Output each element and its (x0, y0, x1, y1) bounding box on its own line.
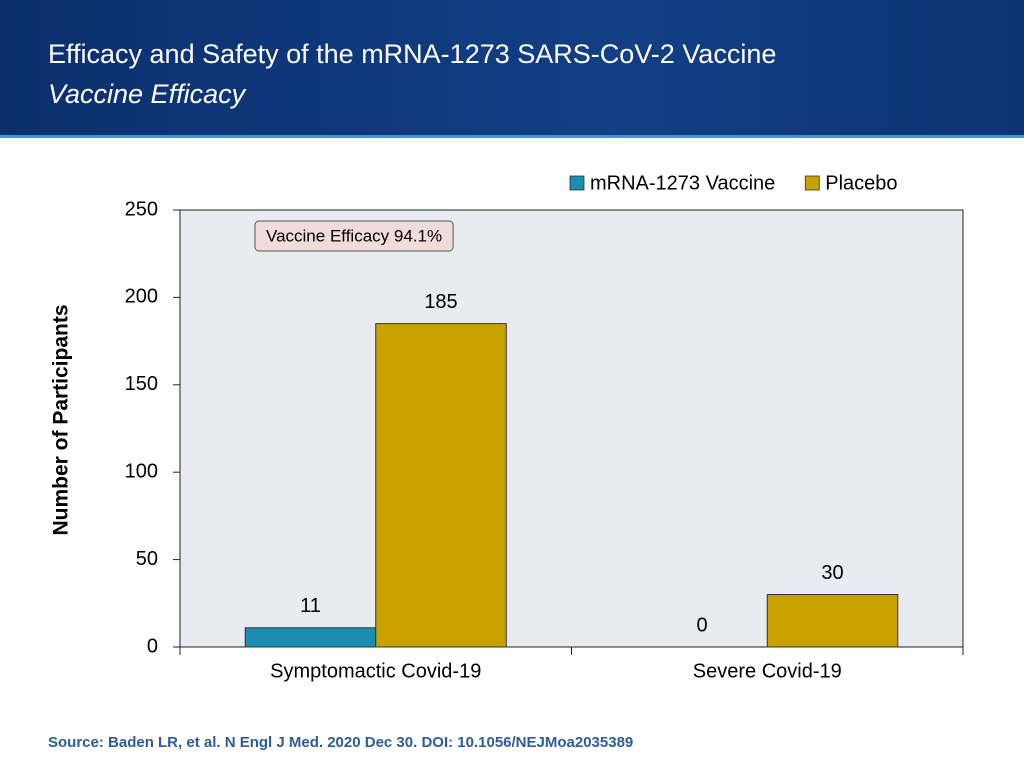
slide-title: Efficacy and Safety of the mRNA-1273 SAR… (48, 39, 776, 69)
legend-swatch (569, 175, 585, 191)
x-tick-label: Severe Covid-19 (693, 660, 842, 682)
y-tick-label: 150 (125, 373, 158, 395)
slide-subtitle: Vaccine Efficacy (48, 79, 247, 109)
value-label: 0 (696, 614, 707, 636)
legend-swatch (804, 175, 820, 191)
plot-area (179, 209, 964, 648)
bar (766, 594, 899, 648)
value-label: 30 (821, 562, 843, 584)
header-rule (0, 135, 1024, 138)
legend-label: mRNA-1273 Vaccine (590, 172, 775, 194)
source: Source: Baden LR, et al. N Engl J Med. 2… (48, 734, 633, 751)
x-tick-label: Symptomactic Covid-19 (270, 660, 481, 682)
value-label: 185 (424, 291, 457, 313)
y-tick-label: 200 (125, 286, 158, 308)
bar (244, 627, 377, 648)
y-tick-label: 100 (125, 460, 158, 482)
bar (375, 323, 507, 648)
y-tick-label: 50 (136, 548, 158, 570)
y-tick-label: 250 (125, 198, 158, 220)
annotation: Vaccine Efficacy 94.1% (266, 226, 442, 245)
header-band (0, 0, 1024, 135)
legend-label: Placebo (825, 172, 897, 194)
annotation-box (254, 220, 454, 252)
value-label: 11 (300, 595, 321, 617)
y-tick-label: 0 (147, 635, 158, 657)
y-axis-title: Number of Participants (50, 304, 73, 535)
